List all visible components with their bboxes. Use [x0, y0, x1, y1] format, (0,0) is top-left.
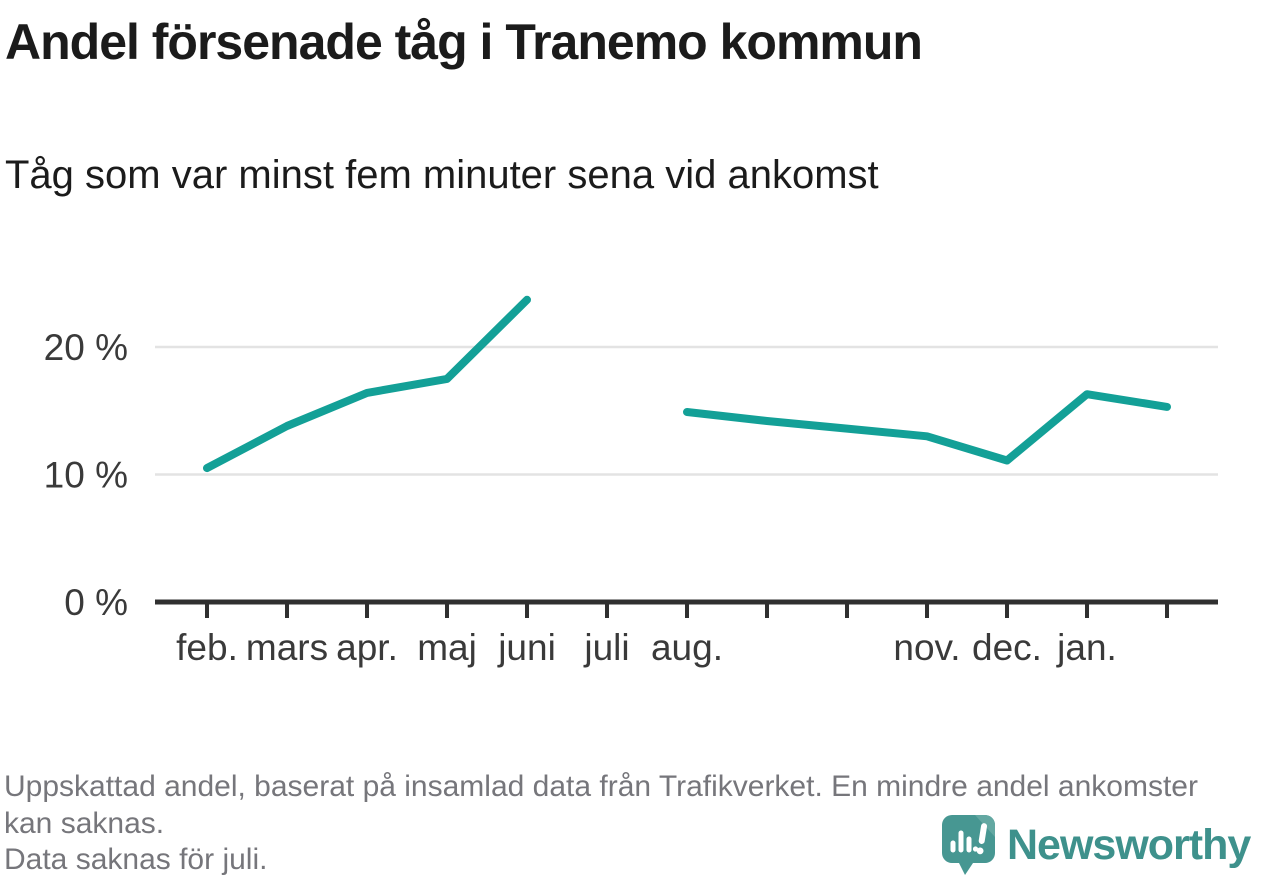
logo-bar-chart-glyph: [950, 830, 972, 853]
x-axis-label: juli: [583, 627, 629, 668]
data-line-segment: [203, 295, 531, 473]
newsworthy-logo: Newsworthy: [941, 814, 1251, 876]
logo-exclamation-glyph: [976, 823, 988, 855]
x-axis-label: dec.: [972, 627, 1042, 668]
x-axis-label: mars: [246, 627, 328, 668]
y-axis-label: 10 %: [44, 455, 128, 496]
x-axis-label: jan.: [1056, 627, 1117, 668]
x-axis-label: apr.: [336, 627, 398, 668]
missing-data-note: Data saknas för juli.: [4, 843, 268, 876]
x-axis-label: feb.: [176, 627, 238, 668]
x-axis-label: maj: [417, 627, 477, 668]
y-axis-label: 20 %: [44, 327, 128, 368]
x-axis-label: nov.: [893, 627, 960, 668]
newsworthy-logo-icon: [942, 815, 995, 875]
newsworthy-logo-text: Newsworthy: [1007, 820, 1251, 869]
data-line-segment: [683, 390, 1171, 465]
x-axis-label: juni: [497, 627, 556, 668]
x-axis-label: aug.: [651, 627, 723, 668]
y-axis-label: 0 %: [64, 582, 128, 623]
page-title: Andel försenade tåg i Tranemo kommun: [5, 14, 923, 70]
page-subtitle: Tåg som var minst fem minuter sena vid a…: [5, 153, 879, 197]
source-note: Uppskattad andel, baserat på insamlad da…: [4, 770, 1198, 840]
